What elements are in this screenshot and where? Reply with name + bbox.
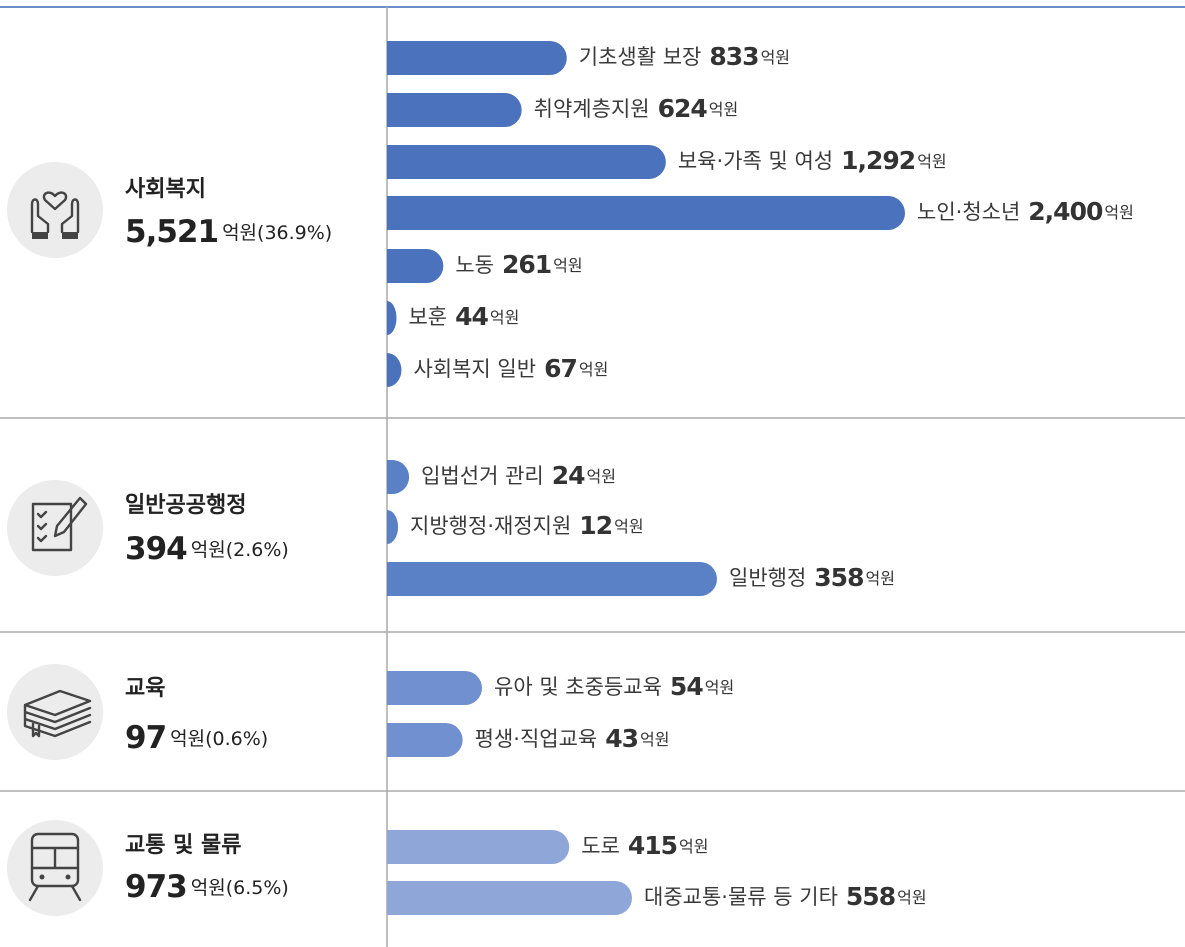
item-value: 358 [814,563,863,592]
item-unit: 억원 [614,517,643,536]
bar [387,830,570,864]
icon-transport [7,820,103,916]
item-unit: 억원 [490,308,519,327]
item-name: 보훈 [408,305,447,329]
bar [387,41,567,75]
item-unit: 억원 [553,256,582,275]
bar [387,301,397,335]
bar [387,249,444,283]
total-share: (6.5%) [226,877,289,899]
item-unit: 억원 [709,100,738,119]
item-unit: 억원 [917,152,946,171]
total-value: 394 [125,531,187,567]
item-unit: 억원 [587,467,616,486]
item-value: 67 [544,354,577,383]
item-name: 대중교통·물류 등 기타 [644,885,838,909]
bar [387,562,717,596]
bar-label: 유아 및 초중등교육 54 억원 [494,672,734,701]
total-unit: 억원 [191,877,226,899]
bar-label: 취약계층지원 624 억원 [534,94,739,123]
item-value: 415 [628,831,677,860]
item-name: 기초생활 보장 [579,45,702,69]
item-unit: 억원 [1104,203,1133,222]
item-name: 지방행정·재정지원 [410,514,571,538]
total-unit: 억원 [170,728,205,750]
total-share: (36.9%) [257,222,332,244]
bar [387,196,905,230]
item-name: 노동 [455,253,494,277]
bar-label: 노동 261 억원 [455,250,582,279]
bar [387,723,463,757]
group-title: 교육 [125,676,165,701]
item-value: 2,400 [1028,197,1103,226]
group-total: 394 억원(2.6%) [125,531,289,567]
item-value: 1,292 [841,146,915,175]
bar-label: 기초생활 보장 833 억원 [579,42,790,71]
item-name: 유아 및 초중등교육 [494,675,662,699]
bar [387,353,402,387]
group-title: 교통 및 물류 [125,833,242,858]
bar-label: 사회복지 일반 67 억원 [413,354,608,383]
item-name: 평생·직업교육 [475,727,598,751]
item-unit: 억원 [579,360,608,379]
item-unit: 억원 [865,569,894,588]
item-name: 보육·가족 및 여성 [678,149,833,173]
total-unit: 억원 [191,539,226,561]
icon-admin [7,480,103,576]
item-value: 558 [846,882,895,911]
bar [387,460,410,494]
total-value: 5,521 [125,214,218,250]
icon-welfare [7,162,103,258]
item-unit: 억원 [640,730,669,749]
total-unit: 억원 [222,222,257,244]
item-unit: 억원 [897,888,926,907]
bar [387,510,399,544]
group-title: 일반공공행정 [125,493,246,518]
item-value: 44 [455,302,488,331]
item-value: 54 [670,672,703,701]
item-name: 입법선거 관리 [421,464,544,488]
item-value: 24 [552,461,585,490]
item-value: 12 [579,511,612,540]
item-unit: 억원 [761,48,790,67]
total-value: 97 [125,720,166,756]
item-value: 624 [658,94,708,123]
bar-label: 일반행정 358 억원 [729,563,895,592]
item-value: 833 [709,42,758,71]
total-value: 973 [125,869,187,905]
total-share: (0.6%) [205,728,268,750]
group-total: 5,521 억원(36.9%) [125,214,332,250]
item-value: 261 [502,250,551,279]
item-value: 43 [605,724,638,753]
bar [387,93,522,127]
total-share: (2.6%) [226,539,289,561]
bar-label: 보육·가족 및 여성 1,292 억원 [678,146,947,175]
bar-label: 노인·청소년 2,400 억원 [917,197,1134,226]
item-unit: 억원 [705,678,734,697]
bar-label: 입법선거 관리 24 억원 [421,461,616,490]
item-name: 일반행정 [729,566,806,590]
item-name: 도로 [581,834,620,858]
item-name: 노인·청소년 [917,200,1020,224]
item-name: 사회복지 일반 [413,357,536,381]
item-unit: 억원 [679,837,708,856]
bar [387,881,632,915]
group-total: 973 억원(6.5%) [125,869,289,905]
bar-label: 지방행정·재정지원 12 억원 [410,511,644,540]
item-name: 취약계층지원 [534,97,650,121]
bar-label: 대중교통·물류 등 기타 558 억원 [644,882,927,911]
group-title: 사회복지 [125,177,206,202]
bar [387,145,666,179]
icon-education [7,664,103,760]
group-total: 97 억원(0.6%) [125,720,268,756]
bar-label: 도로 415 억원 [581,831,708,860]
bar [387,671,482,705]
bar-label: 보훈 44 억원 [408,302,519,331]
bar-label: 평생·직업교육 43 억원 [475,724,670,753]
